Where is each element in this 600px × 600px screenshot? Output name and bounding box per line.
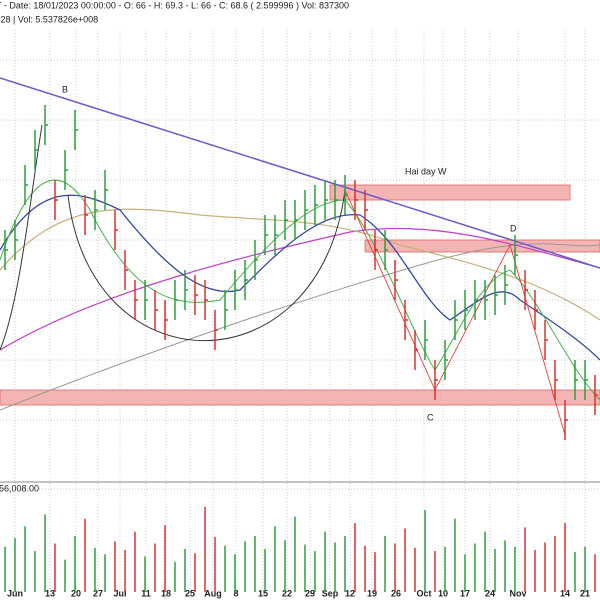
trend-line xyxy=(0,77,600,269)
cup-pattern xyxy=(0,124,43,351)
x-tick-label: 15 xyxy=(258,588,268,598)
volume-tick-label: 956,008.00 xyxy=(0,483,39,493)
x-tick-label: 17 xyxy=(460,588,470,598)
moving-average xyxy=(0,179,600,401)
annotation: D xyxy=(510,223,517,233)
x-tick-label: 13 xyxy=(45,588,55,598)
header-info: T - Date: 18/01/2023 00:00:00 - O: 66 - … xyxy=(0,0,349,10)
x-tick-label: 18 xyxy=(161,588,171,598)
x-tick-label: 10 xyxy=(438,588,448,598)
x-tick-label: 29 xyxy=(305,588,315,598)
wave-line xyxy=(344,189,566,436)
x-tick-label: Jul xyxy=(113,588,126,598)
header-volume: .28 | Vol: 5.537826e+008 xyxy=(0,14,98,24)
x-tick-label: 26 xyxy=(391,588,401,598)
x-tick-label: 25 xyxy=(185,588,195,598)
moving-average xyxy=(0,194,600,361)
moving-average xyxy=(0,227,600,351)
x-tick-label: 21 xyxy=(580,588,590,598)
x-tick-label: 24 xyxy=(485,588,495,598)
x-tick-label: 22 xyxy=(282,588,292,598)
moving-average xyxy=(0,243,600,411)
x-tick-label: Aug xyxy=(204,588,222,598)
x-tick-label: Oct xyxy=(416,588,431,598)
resistance-zone xyxy=(364,239,600,253)
x-tick-label: 20 xyxy=(71,588,81,598)
marks: Jun 13 20 27 Jul 11 18 25 Aug 8 15 22 29 Sep 12 19 26 Oct… xyxy=(0,84,598,598)
x-tick-label: 12 xyxy=(345,588,355,598)
resistance-zone xyxy=(329,184,571,201)
support-zone xyxy=(0,389,600,406)
x-tick-label: 11 xyxy=(141,588,151,598)
annotation: Hai day W xyxy=(405,166,447,176)
annotation: B xyxy=(62,84,68,94)
annotation: C xyxy=(427,412,434,422)
x-tick-label: Nov xyxy=(509,588,526,598)
x-tick-label: Sep xyxy=(322,588,339,598)
x-tick-label: Jun xyxy=(7,588,23,598)
x-tick-label: 14 xyxy=(560,588,570,598)
x-tick-label: 8 xyxy=(233,588,238,598)
x-tick-label: 27 xyxy=(93,588,103,598)
cup-pattern xyxy=(67,189,346,342)
x-tick-label: 19 xyxy=(367,588,377,598)
grid xyxy=(0,30,600,592)
